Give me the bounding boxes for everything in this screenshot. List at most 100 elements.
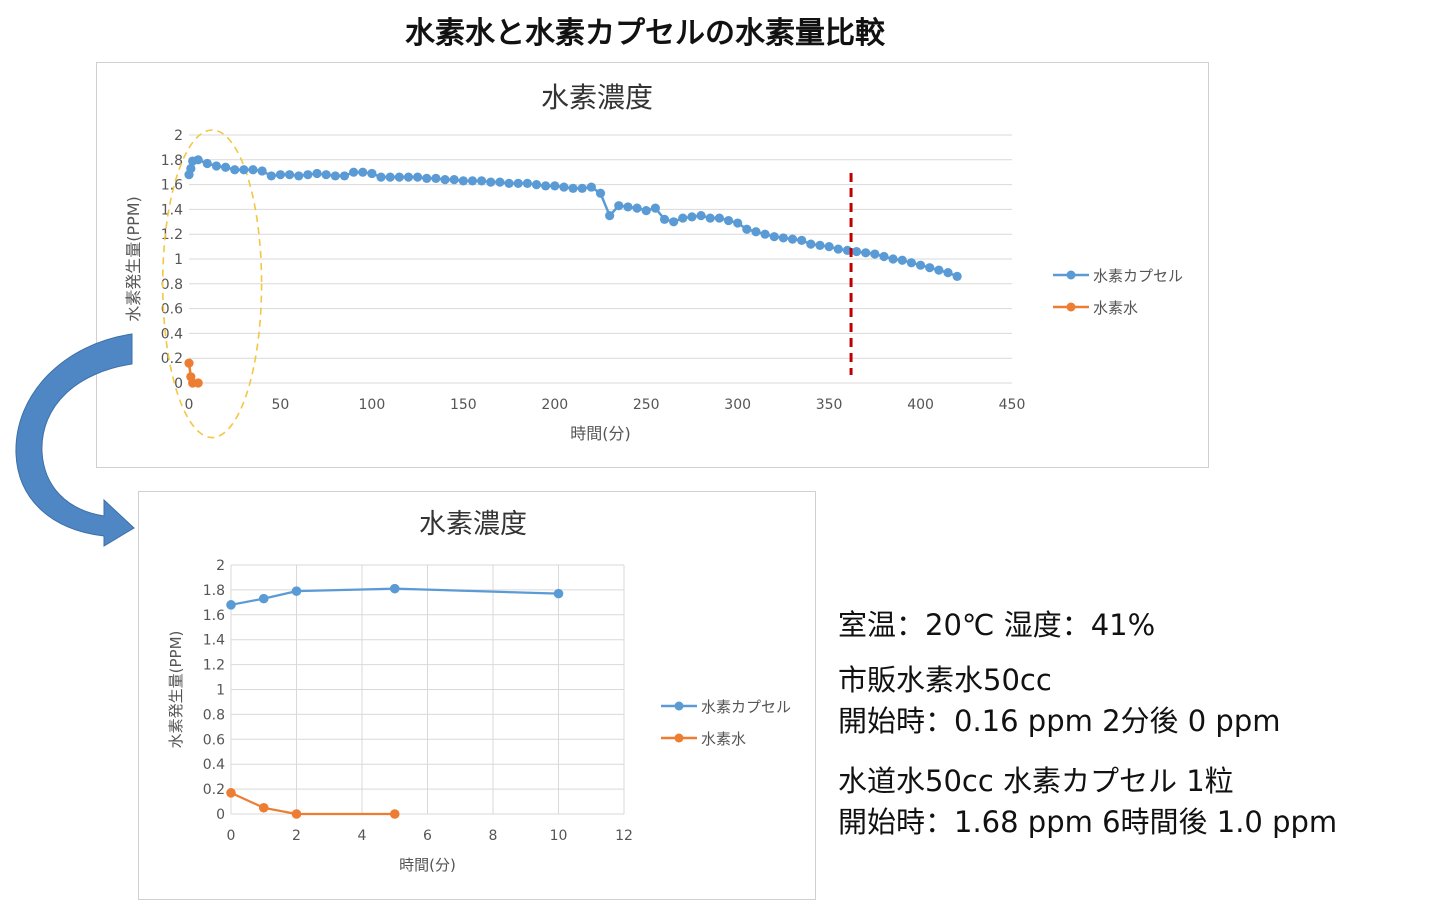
zoomed-chart-xtick-label: 8 — [489, 828, 498, 844]
zoomed-chart-ytick-label: 2 — [216, 558, 225, 574]
full-chart-data-point — [550, 181, 560, 191]
zoomed-chart-ytick-label: 0.6 — [203, 732, 225, 748]
full-chart-ytick-label: 0.2 — [161, 351, 183, 367]
full-chart-data-point — [239, 165, 249, 175]
zoomed-chart-data-point — [553, 588, 564, 599]
full-chart-data-point — [202, 158, 212, 169]
full-chart-data-point — [879, 251, 889, 262]
zoomed-chart-ytick-label: 1.6 — [203, 608, 225, 624]
full-chart-data-point — [394, 172, 404, 182]
zoomed-chart-ytick-label: 0.2 — [203, 782, 225, 798]
capsule-result: 開始時：1.68 ppm 6時間後 1.0 ppm — [838, 805, 1338, 839]
full-chart-data-point — [513, 178, 523, 188]
full-chart-data-point — [467, 176, 478, 186]
full-chart-data-point — [824, 242, 834, 252]
full-chart-data-point — [440, 175, 450, 185]
full-chart-data-point — [669, 217, 679, 227]
full-chart-data-point — [943, 268, 953, 278]
full-chart-data-point — [641, 206, 651, 216]
zoomed-chart-xtick-label: 2 — [292, 828, 301, 844]
full-chart-data-point — [888, 254, 898, 264]
zoomed-chart-title: 水素濃度 — [419, 509, 527, 540]
full-chart-xtick-label: 400 — [907, 397, 934, 413]
zoomed-chart-xtick-label: 12 — [615, 828, 633, 844]
full-chart-data-point — [449, 175, 459, 185]
capsule-label: 水道水50cc 水素カプセル 1粒 — [838, 764, 1234, 798]
full-chart-data-point — [595, 188, 606, 198]
full-chart-data-point — [321, 170, 331, 180]
zoomed-chart-yaxis-label: 水素発生量(PPM) — [167, 631, 185, 749]
full-chart-data-point — [678, 213, 688, 223]
full-chart-legend-marker — [1066, 302, 1076, 312]
zoomed-chart-ytick-label: 1.4 — [203, 633, 225, 649]
full-chart-data-point — [312, 168, 322, 179]
full-chart-data-point — [385, 172, 395, 182]
zoomed-chart-data-point — [258, 593, 269, 604]
full-chart-legend-marker — [1066, 270, 1076, 280]
full-chart-data-point — [559, 182, 569, 192]
full-chart-data-point — [925, 263, 935, 273]
zoomed-chart-xtick-label: 10 — [550, 828, 568, 844]
full-chart-data-point — [403, 172, 414, 182]
zoomed-chart-xaxis-label: 時間(分) — [399, 856, 456, 874]
full-chart-ytick-label: 2 — [174, 128, 183, 144]
full-chart-data-point — [504, 178, 514, 188]
chart-zoomed: 水素濃度 0 0.2 0.4 0.6 0.8 1 1.2 1.4 1.6 1.8 2 0 2 4 6 8 10 12… — [138, 491, 816, 900]
full-chart-data-point — [193, 378, 203, 388]
commercial-water-label: 市販水素水50cc — [838, 663, 1052, 697]
full-chart-data-point — [230, 165, 240, 175]
full-chart-data-point — [897, 255, 907, 265]
full-chart-data-point — [184, 358, 194, 368]
chart-full-range-svg: 水素濃度 0 0.2 0.4 0.6 0.8 1 1.2 1.4 1.6 1.8 2 0 50 100 150… — [124, 81, 1183, 443]
full-chart-data-point — [522, 178, 532, 188]
full-chart-data-point — [495, 177, 505, 187]
full-chart-data-point — [186, 163, 196, 174]
zoomed-chart-legend-label: 水素水 — [701, 730, 746, 748]
zoomed-chart-ytick-label: 0.4 — [203, 757, 225, 773]
full-chart-data-point — [266, 171, 276, 181]
full-chart-xtick-label: 250 — [633, 397, 660, 413]
full-chart-data-point — [714, 213, 724, 223]
full-chart-data-point — [769, 232, 779, 242]
zoomed-chart-legend-label: 水素カプセル — [701, 698, 791, 716]
full-chart-xtick-label: 350 — [816, 397, 843, 413]
full-chart-data-point — [586, 182, 596, 192]
full-chart-data-point — [797, 235, 807, 245]
full-chart-data-point — [906, 258, 917, 268]
chart-zoomed-svg: 水素濃度 0 0.2 0.4 0.6 0.8 1 1.2 1.4 1.6 1.8 2 0 2 4 6 8 10 12… — [167, 509, 791, 874]
full-chart-data-point — [934, 265, 944, 275]
zoomed-chart-series-line-1 — [230, 791, 395, 816]
full-chart-data-point — [787, 234, 798, 244]
full-chart-data-point — [861, 248, 871, 258]
full-chart-data-point — [431, 173, 441, 183]
full-chart-data-point — [458, 176, 468, 186]
full-chart-data-point — [413, 172, 423, 182]
zoomed-chart-data-point — [226, 788, 236, 798]
full-chart-ytick-label: 1 — [174, 252, 183, 268]
full-chart-xtick-label: 50 — [272, 397, 290, 413]
full-chart-data-point — [330, 171, 340, 181]
full-chart-ytick-label: 1.2 — [161, 227, 183, 243]
full-chart-data-point — [623, 202, 633, 212]
full-chart-data-point — [367, 168, 377, 179]
full-chart-xtick-label: 0 — [185, 397, 194, 413]
full-chart-xtick-label: 300 — [724, 397, 751, 413]
full-chart-data-point — [760, 229, 770, 239]
full-chart-data-point — [614, 201, 624, 211]
full-chart-ytick-label: 1.8 — [161, 153, 183, 169]
conditions-text: 室温：20℃ 湿度：41% — [838, 608, 1156, 642]
full-chart-data-point — [349, 167, 359, 177]
full-chart-data-point — [275, 170, 286, 180]
commercial-water-result: 開始時：0.16 ppm 2分後 0 ppm — [838, 704, 1281, 738]
zoomed-chart-xtick-label: 6 — [423, 828, 432, 844]
full-chart-legend-label: 水素水 — [1093, 299, 1138, 317]
full-chart-data-point — [815, 240, 825, 250]
full-chart-data-point — [358, 167, 368, 177]
full-chart-ytick-label: 1.6 — [161, 178, 183, 194]
full-chart-data-point — [376, 172, 386, 182]
zoomed-chart-data-point — [389, 583, 400, 594]
zoomed-chart-data-point — [291, 809, 302, 819]
zoomed-chart-data-point — [258, 802, 269, 813]
chart-full-range: 水素濃度 0 0.2 0.4 0.6 0.8 1 1.2 1.4 1.6 1.8 2 0 50 100 150… — [96, 62, 1209, 468]
full-chart-data-point — [531, 180, 542, 190]
